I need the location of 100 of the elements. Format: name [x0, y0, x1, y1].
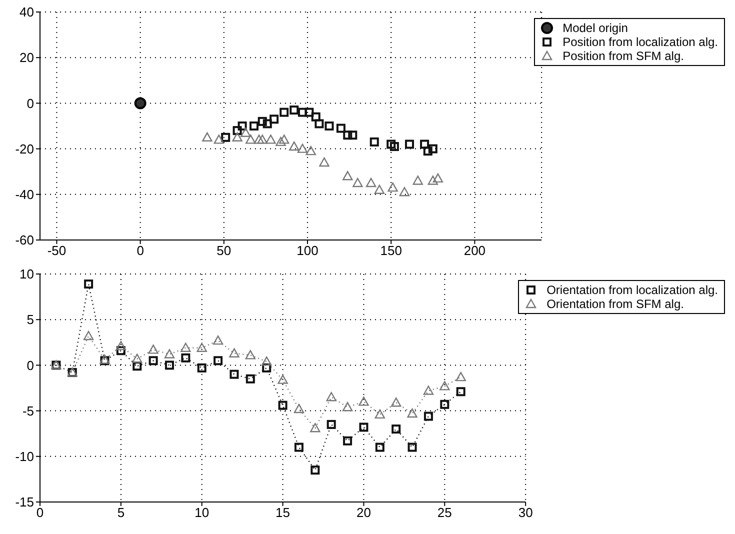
- y-tick-label: -60: [15, 232, 34, 248]
- point: [280, 108, 289, 117]
- point: [164, 360, 174, 370]
- point: [314, 119, 324, 128]
- point: [342, 402, 353, 412]
- point: [358, 396, 369, 406]
- point: [279, 134, 290, 144]
- point: [246, 134, 256, 144]
- point: [164, 349, 175, 358]
- point: [399, 187, 410, 196]
- x-tick-label: 0: [36, 505, 44, 520]
- point: [298, 108, 307, 117]
- y-tick-label: -10: [15, 449, 34, 464]
- point: [390, 142, 399, 152]
- point: [366, 178, 376, 188]
- point: [390, 397, 402, 407]
- point: [212, 335, 224, 345]
- point: [456, 372, 466, 382]
- point: [84, 280, 94, 289]
- point: [289, 141, 300, 151]
- point: [262, 119, 272, 128]
- legend-label: Model origin: [562, 21, 628, 35]
- point: [311, 112, 320, 122]
- y-tick-label: -5: [22, 403, 34, 418]
- point: [148, 344, 158, 354]
- point: [262, 363, 272, 372]
- legend-label: Orientation from localization alg.: [546, 283, 718, 297]
- point: [250, 122, 259, 130]
- legend-label: Position from SFM alg.: [562, 49, 684, 63]
- point: [392, 424, 401, 434]
- point: [404, 140, 414, 149]
- legend-label: Position from localization alg.: [562, 35, 718, 49]
- point: [132, 362, 142, 371]
- point: [297, 144, 308, 153]
- x-tick-label: 20: [356, 505, 371, 520]
- point: [278, 374, 288, 384]
- point: [374, 184, 384, 194]
- point: [180, 342, 191, 352]
- x-tick-label: 50: [216, 243, 232, 258]
- point: [270, 114, 279, 124]
- point: [148, 356, 158, 366]
- point: [424, 412, 433, 421]
- point: [456, 387, 466, 396]
- x-tick-label: 150: [380, 243, 402, 258]
- point: [230, 370, 239, 379]
- point: [116, 340, 126, 350]
- point: [238, 122, 247, 130]
- point: [359, 422, 368, 432]
- x-tick-label: 15: [276, 505, 290, 520]
- point: [257, 134, 268, 144]
- point: [420, 140, 430, 149]
- point: [83, 330, 94, 340]
- point: [370, 137, 379, 146]
- point: [276, 136, 286, 146]
- point: [196, 342, 207, 352]
- x-tick-label: -50: [47, 243, 66, 258]
- x-tick-label: 25: [437, 505, 452, 520]
- point: [240, 128, 251, 137]
- point: [214, 134, 224, 144]
- point: [326, 392, 336, 402]
- point: [342, 171, 353, 180]
- point: [423, 386, 434, 395]
- point: [440, 400, 450, 409]
- point: [343, 436, 352, 446]
- point: [412, 176, 423, 185]
- point: [232, 126, 242, 136]
- x-tick-label: 5: [117, 505, 125, 520]
- y-tick-label: 20: [20, 50, 34, 66]
- point: [294, 404, 304, 414]
- point: [229, 348, 240, 358]
- point: [266, 134, 276, 144]
- point: [310, 466, 320, 475]
- point: [258, 116, 267, 126]
- y-tick-label: -40: [15, 187, 34, 202]
- point: [181, 353, 190, 362]
- y-tick-label: 0: [26, 96, 34, 111]
- point: [428, 176, 438, 185]
- legend-label: Orientation from SFM alg.: [546, 297, 684, 311]
- point: [132, 354, 142, 363]
- y-tick-label: 5: [26, 312, 34, 328]
- x-tick-label: 200: [464, 243, 486, 258]
- x-tick-label: 30: [518, 505, 533, 520]
- y-tick-label: 10: [20, 266, 34, 282]
- point: [423, 146, 432, 156]
- point: [386, 140, 396, 149]
- point: [306, 146, 316, 156]
- point: [440, 381, 450, 390]
- point: [116, 346, 126, 356]
- point: [374, 409, 386, 419]
- point: [134, 97, 146, 110]
- point: [254, 134, 264, 144]
- x-tick-label: 100: [296, 243, 318, 258]
- point: [304, 108, 314, 117]
- point: [232, 132, 242, 142]
- point: [221, 132, 230, 142]
- point: [278, 400, 288, 410]
- point: [262, 356, 272, 366]
- x-tick-label: 0: [136, 243, 144, 258]
- point: [388, 182, 398, 192]
- point: [197, 363, 206, 372]
